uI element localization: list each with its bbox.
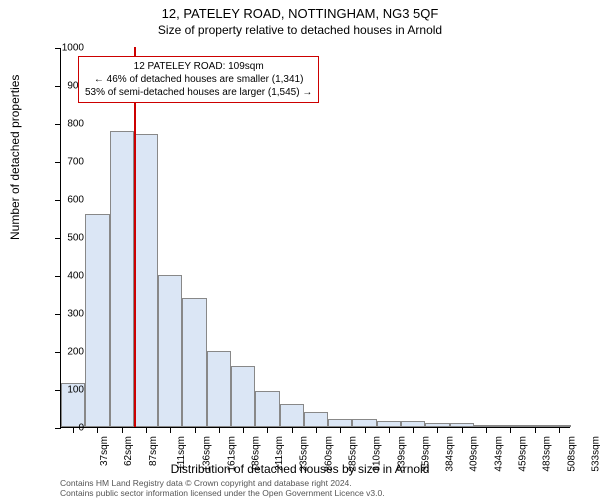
x-tick-label: 260sqm — [323, 436, 334, 472]
histogram-bar — [352, 419, 376, 427]
y-tick-label: 0 — [44, 423, 84, 434]
x-tick-label: 211sqm — [274, 436, 285, 471]
x-tick-label: 459sqm — [518, 436, 529, 472]
histogram-bar — [255, 391, 279, 427]
x-tick-label: 285sqm — [348, 436, 359, 472]
footer-attribution: Contains HM Land Registry data © Crown c… — [60, 478, 385, 498]
x-tick — [170, 427, 171, 433]
x-tick — [292, 427, 293, 433]
histogram-bar — [182, 298, 206, 427]
x-tick-label: 62sqm — [123, 436, 134, 466]
x-tick — [316, 427, 317, 433]
x-tick — [122, 427, 123, 433]
x-tick-label: 186sqm — [250, 436, 261, 472]
chart-subtitle: Size of property relative to detached ho… — [0, 21, 600, 37]
x-tick-label: 310sqm — [372, 436, 383, 472]
x-tick — [146, 427, 147, 433]
y-tick-label: 800 — [44, 119, 84, 130]
x-tick — [340, 427, 341, 433]
x-tick — [389, 427, 390, 433]
histogram-bar — [134, 134, 158, 427]
info-box-line: 12 PATELEY ROAD: 109sqm — [85, 60, 312, 73]
x-tick — [559, 427, 560, 433]
histogram-bar — [304, 412, 328, 427]
x-tick-label: 161sqm — [226, 436, 237, 472]
histogram-bar — [231, 366, 255, 427]
x-tick-label: 409sqm — [469, 436, 480, 472]
x-tick — [267, 427, 268, 433]
x-tick-label: 533sqm — [590, 436, 600, 472]
histogram-bar — [85, 214, 109, 427]
x-tick — [365, 427, 366, 433]
x-tick-label: 483sqm — [542, 436, 553, 472]
y-tick-label: 700 — [44, 157, 84, 168]
histogram-bar — [328, 419, 352, 427]
info-box-line: 53% of semi-detached houses are larger (… — [85, 86, 312, 99]
footer-line-1: Contains HM Land Registry data © Crown c… — [60, 478, 385, 488]
y-tick-label: 200 — [44, 347, 84, 358]
x-tick — [195, 427, 196, 433]
x-tick — [97, 427, 98, 433]
x-tick-label: 339sqm — [396, 436, 407, 472]
x-tick — [243, 427, 244, 433]
histogram-bar — [280, 404, 304, 427]
histogram-bar — [110, 131, 134, 427]
info-box-line: ← 46% of detached houses are smaller (1,… — [85, 73, 312, 86]
histogram-bar — [158, 275, 182, 427]
x-tick-label: 87sqm — [148, 436, 159, 466]
y-tick-label: 400 — [44, 271, 84, 282]
property-marker-line — [134, 47, 136, 427]
x-tick-label: 508sqm — [566, 436, 577, 472]
histogram-bar — [207, 351, 231, 427]
x-tick — [510, 427, 511, 433]
y-tick-label: 500 — [44, 233, 84, 244]
x-tick — [437, 427, 438, 433]
x-tick — [219, 427, 220, 433]
chart-plot-area — [60, 48, 570, 428]
x-tick-label: 111sqm — [176, 436, 187, 470]
y-tick-label: 100 — [44, 385, 84, 396]
x-tick — [535, 427, 536, 433]
x-tick-label: 434sqm — [493, 436, 504, 472]
info-box: 12 PATELEY ROAD: 109sqm← 46% of detached… — [78, 56, 319, 103]
x-tick — [486, 427, 487, 433]
y-tick-label: 1000 — [44, 43, 84, 54]
x-tick-label: 235sqm — [299, 436, 310, 472]
x-tick-label: 384sqm — [445, 436, 456, 472]
x-tick-label: 136sqm — [202, 436, 213, 472]
chart-title: 12, PATELEY ROAD, NOTTINGHAM, NG3 5QF — [0, 0, 600, 21]
y-tick-label: 300 — [44, 309, 84, 320]
y-axis-label: Number of detached properties — [8, 75, 22, 240]
footer-line-2: Contains public sector information licen… — [60, 488, 385, 498]
x-tick-label: 37sqm — [99, 436, 110, 466]
x-tick — [413, 427, 414, 433]
x-tick — [462, 427, 463, 433]
y-tick-label: 600 — [44, 195, 84, 206]
x-tick-label: 359sqm — [420, 436, 431, 472]
